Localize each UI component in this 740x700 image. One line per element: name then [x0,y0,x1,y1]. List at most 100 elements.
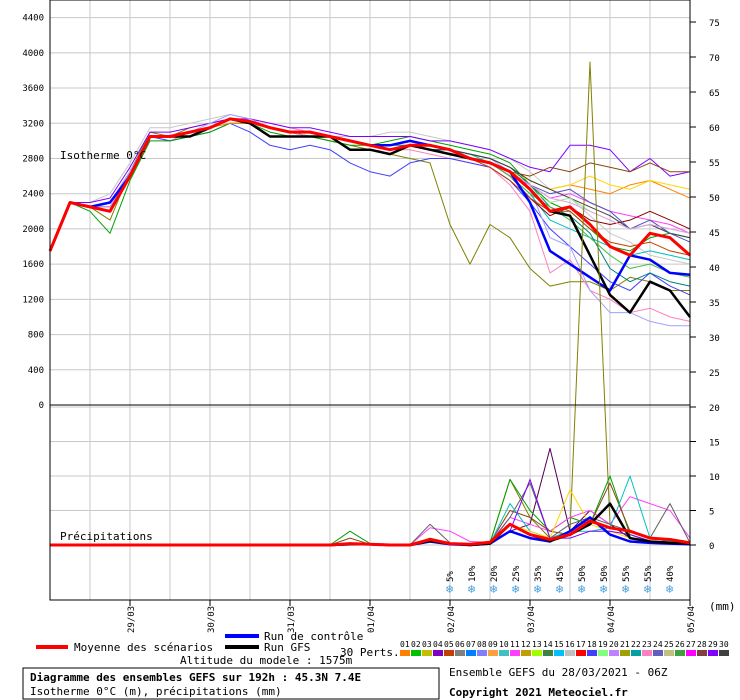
pert-swatch [433,650,443,656]
pert-number: 25 [664,640,674,649]
snowflake-icon: ❄ [511,583,520,596]
isotherm-line-pert-06 [49,118,691,252]
pert-number: 08 [477,640,487,649]
isotherm-right-tick-label: 40 [709,264,720,274]
date-tick-label: 01/04 [367,606,377,633]
pert-number: 01 [400,640,410,649]
pert-swatch [675,650,685,656]
snowflake-icon: ❄ [533,583,542,596]
snow-probability-label: 5% [446,571,456,582]
isotherm-grid [49,0,691,405]
pert-swatch [697,650,707,656]
pert-swatch [400,650,410,656]
pert-number: 06 [455,640,465,649]
isotherm-y-tick-label: 0 [39,401,44,411]
snow-probability-label: 25% [512,565,522,582]
snow-probability-label: 50% [600,565,610,582]
pert-swatch [587,650,597,656]
isotherm-y-tick-label: 3200 [22,119,44,129]
precip-right-tick-label: 5 [709,508,714,518]
snowflake-icon: ❄ [489,583,498,596]
precip-series [50,61,691,547]
pert-swatch [708,650,718,656]
pert-swatch [521,650,531,656]
pert-swatch [686,650,696,656]
precip-grid [49,405,691,600]
pert-number: 13 [532,640,542,649]
pert-swatch [620,650,630,656]
pert-number: 30 [719,640,729,649]
date-axis: 29/03 30/03 31/03 01/04 02/04 03/04 04/04 05/04 [127,600,697,633]
snow-probability-label: 50% [578,565,588,582]
pert-number: 18 [587,640,597,649]
pert-number: 20 [609,640,619,649]
precip-right-tick-label: 15 [709,439,720,449]
snow-probability-label: 55% [622,565,632,582]
pert-swatch [565,650,575,656]
altitude-label: Altitude du modele : 1575m [180,654,353,667]
isotherm-y-tick-label: 3600 [22,84,44,94]
pert-swatch [543,650,553,656]
pert-number: 11 [510,640,520,649]
isotherm-right-tick-label: 35 [709,299,720,309]
legend-control-label: Run de contrôle [264,630,363,643]
pert-number: 29 [708,640,718,649]
pert-number: 23 [642,640,652,649]
pert-swatch [477,650,487,656]
pert-number: 21 [620,640,630,649]
pert-swatch [499,650,509,656]
pert-number: 02 [411,640,421,649]
pert-swatch [466,650,476,656]
pert-swatch [532,650,542,656]
pert-swatch [598,650,608,656]
pert-number: 19 [598,640,608,649]
snow-probability-label: 55% [644,565,654,582]
date-tick-label: 04/04 [607,606,617,633]
isotherm-right-tick-label: 45 [709,229,720,239]
snowflake-icon: ❄ [621,583,630,596]
isotherm-y-tick-label: 2400 [22,190,44,200]
legend-mean-label: Moyenne des scénarios [74,641,213,654]
isotherm-y-tick-label: 2000 [22,225,44,235]
date-tick-label: 02/04 [447,606,457,633]
pert-swatch [653,650,663,656]
pert-number: 22 [631,640,641,649]
perturbation-legend: 01 02 03 04 05 06 07 08 09 10 11 12 13 14 15 16 17 18 19 20… [400,640,729,656]
isotherm-right-tick-label: 70 [709,54,720,64]
pert-swatch [488,650,498,656]
legend-gfs-label: Run GFS [264,641,310,654]
pert-number: 28 [697,640,707,649]
isotherm-series [48,114,691,327]
precip-right-axis: 20 15 10 5 0 [690,404,720,552]
precip-unit-label: (mm) [709,600,736,613]
pert-swatch [719,650,729,656]
isotherm-right-tick-label: 75 [709,19,720,29]
pert-number: 15 [554,640,564,649]
isotherm-y-tick-label: 4000 [22,49,44,59]
run-label: Ensemble GEFS du 28/03/2021 - 06Z [449,666,668,679]
snow-probability-label: 10% [468,565,478,582]
isotherm-panel-label: Isotherme 0°C [60,149,146,162]
snowflake-icon: ❄ [445,583,454,596]
isotherm-y-tick-label: 1600 [22,260,44,270]
snowflake-icon: ❄ [599,583,608,596]
pert-number: 17 [576,640,586,649]
snowflake-icon: ❄ [643,583,652,596]
pert-number: 04 [433,640,443,649]
precip-right-tick-label: 0 [709,542,714,552]
snowflake-icon: ❄ [467,583,476,596]
pert-swatch [609,650,619,656]
pert-number: 16 [565,640,575,649]
isotherm-y-tick-label: 800 [28,331,44,341]
pert-swatch [422,650,432,656]
chart-subtitle: Isotherme 0°C (m), précipitations (mm) [30,685,282,698]
isotherm-y-tick-label: 4400 [22,14,44,24]
isotherm-right-axis: 75 70 65 60 55 50 45 40 35 30 25 [690,19,720,379]
isotherm-right-tick-label: 60 [709,124,720,134]
title-box [22,667,440,700]
snowflake-icon: ❄ [555,583,564,596]
legend-perts-label: 30 Perts. [340,646,400,659]
pert-swatch [444,650,454,656]
pert-swatch [510,650,520,656]
isotherm-right-tick-label: 50 [709,194,720,204]
